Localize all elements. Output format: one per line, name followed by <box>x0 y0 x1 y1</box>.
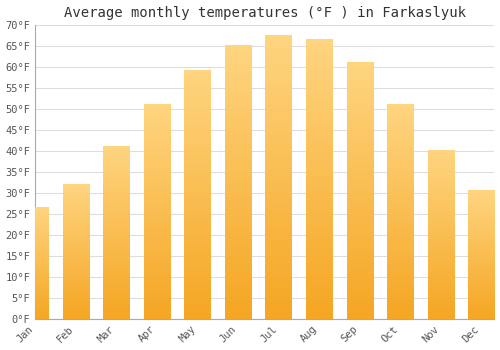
Title: Average monthly temperatures (°F ) in Farkaslyuk: Average monthly temperatures (°F ) in Fa… <box>64 6 466 20</box>
Bar <box>306 40 332 319</box>
Bar <box>468 191 494 319</box>
Bar <box>184 71 210 319</box>
Bar <box>144 105 170 319</box>
Bar <box>22 208 48 319</box>
Bar <box>63 185 89 319</box>
Bar <box>266 35 292 319</box>
Bar <box>428 151 454 319</box>
Bar <box>104 147 130 319</box>
Bar <box>346 63 373 319</box>
Bar <box>387 105 413 319</box>
Bar <box>225 46 252 319</box>
